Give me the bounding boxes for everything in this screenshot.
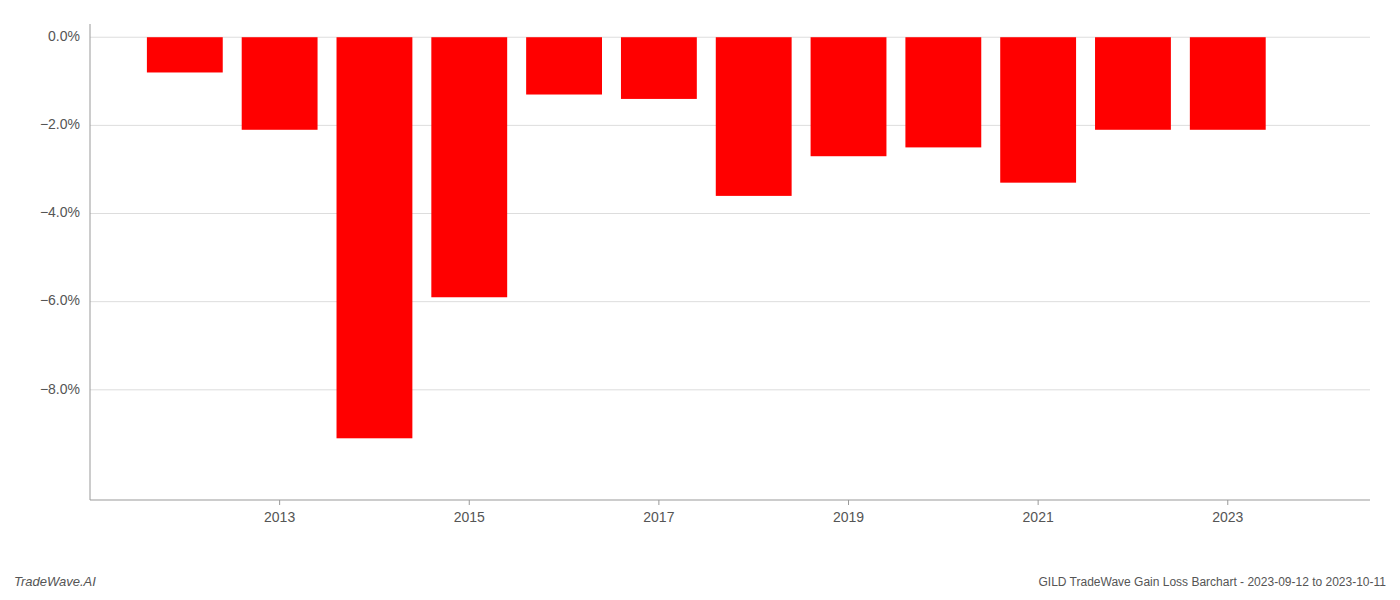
bar <box>147 37 223 72</box>
footer-right: GILD TradeWave Gain Loss Barchart - 2023… <box>1038 575 1386 589</box>
bar <box>1095 37 1171 130</box>
y-tick-label: −8.0% <box>40 381 80 397</box>
chart-container: 0.0% −2.0% −4.0% −6.0% −8.0% 2013 2015 2017 2019… <box>0 0 1400 600</box>
x-ticks: 2013 2015 2017 2019 2021 2023 <box>264 500 1244 525</box>
y-tick-label: −2.0% <box>40 116 80 132</box>
bar <box>1190 37 1266 130</box>
grid-line <box>90 301 1370 302</box>
footer-left: TradeWave.AI <box>14 574 96 589</box>
bar <box>716 37 792 196</box>
x-tick-label: 2013 <box>264 509 295 525</box>
bar <box>337 37 413 438</box>
x-tick <box>1038 500 1039 505</box>
x-tick <box>469 500 470 505</box>
x-tick-label: 2017 <box>643 509 674 525</box>
bars <box>147 37 1266 438</box>
x-tick <box>658 500 659 505</box>
chart-svg: 0.0% −2.0% −4.0% −6.0% −8.0% 2013 2015 2017 2019… <box>0 0 1400 600</box>
y-tick-labels: 0.0% −2.0% −4.0% −6.0% −8.0% <box>40 28 80 397</box>
bar <box>242 37 318 130</box>
y-grid <box>90 37 1370 390</box>
x-axis-line <box>90 500 1370 501</box>
bar <box>526 37 602 94</box>
grid-line <box>90 213 1370 214</box>
grid-line <box>90 389 1370 390</box>
x-tick <box>279 500 280 505</box>
bar <box>621 37 697 99</box>
x-tick-label: 2019 <box>833 509 864 525</box>
x-tick <box>1227 500 1228 505</box>
bar <box>905 37 981 147</box>
x-tick-label: 2015 <box>454 509 485 525</box>
y-tick-label: 0.0% <box>48 28 80 44</box>
x-tick <box>848 500 849 505</box>
x-tick-label: 2021 <box>1023 509 1054 525</box>
y-tick-label: −6.0% <box>40 292 80 308</box>
bar <box>811 37 887 156</box>
bar <box>431 37 507 297</box>
x-tick-label: 2023 <box>1212 509 1243 525</box>
y-tick-label: −4.0% <box>40 204 80 220</box>
y-axis-line <box>90 24 91 500</box>
bar <box>1000 37 1076 182</box>
